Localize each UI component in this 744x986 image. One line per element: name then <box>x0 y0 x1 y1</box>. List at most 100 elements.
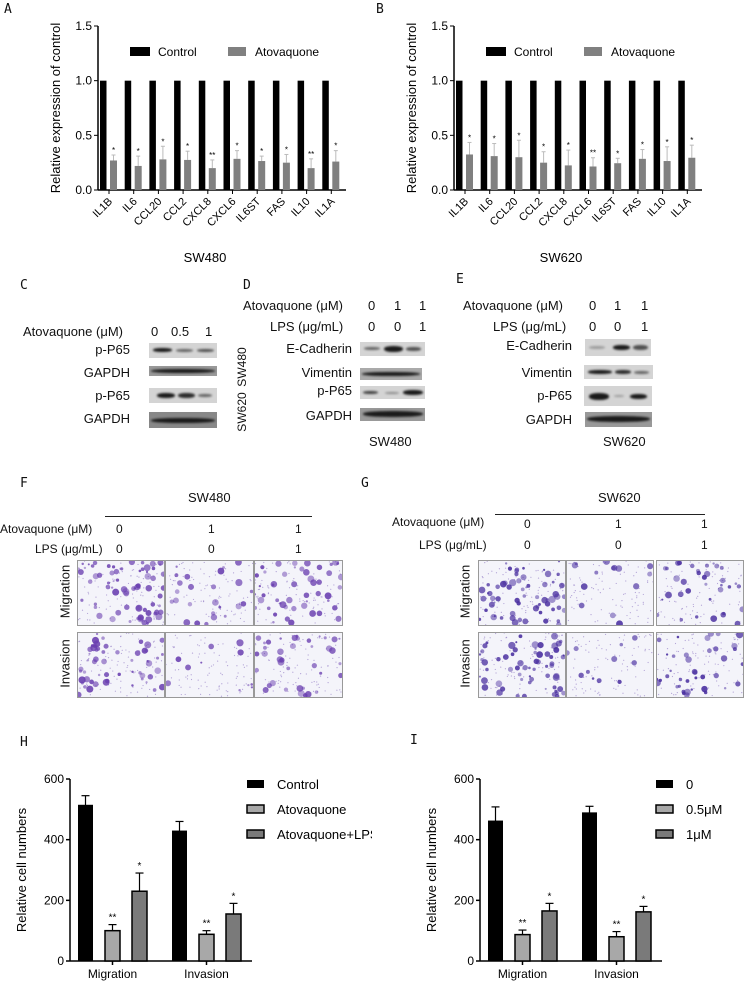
stained-cell <box>479 586 486 594</box>
speckle <box>136 669 139 672</box>
stained-cell <box>86 659 90 662</box>
speckle <box>570 676 572 678</box>
speckle <box>496 687 498 689</box>
speckle <box>711 694 713 697</box>
speckle <box>200 568 202 570</box>
speckle <box>622 692 624 694</box>
speckle <box>531 654 533 656</box>
speckle <box>166 613 168 615</box>
speckle <box>316 684 318 686</box>
speckle <box>215 570 217 572</box>
stained-cell <box>150 602 156 607</box>
speckle <box>647 580 649 582</box>
blot-strip <box>360 408 425 421</box>
speckle <box>588 651 590 653</box>
speckle <box>682 647 684 650</box>
speckle <box>184 693 186 696</box>
speckle <box>482 669 485 671</box>
speckle <box>691 634 693 636</box>
stained-cell <box>159 683 164 691</box>
stained-cell <box>145 681 148 684</box>
speckle <box>525 609 527 612</box>
speckle <box>660 633 662 635</box>
atovaquone-label: Atovaquone (μM) <box>243 298 343 313</box>
speckle <box>650 571 652 573</box>
micrograph <box>77 632 165 698</box>
stained-cell <box>112 588 120 596</box>
stained-cell <box>704 634 711 641</box>
speckle <box>674 642 677 645</box>
speckle <box>621 670 623 672</box>
stained-cell <box>80 598 84 602</box>
speckle <box>631 654 633 656</box>
bar-atovaquone <box>134 165 142 190</box>
speckle <box>302 600 304 602</box>
speckle <box>153 618 155 620</box>
legend-label: Atovaquone <box>277 802 346 817</box>
blot-strip <box>584 386 652 406</box>
speckle <box>209 694 211 696</box>
speckle <box>197 644 199 646</box>
micrograph <box>478 560 566 626</box>
speckle <box>153 617 155 619</box>
speckle <box>484 636 486 638</box>
speckle <box>237 672 239 674</box>
dose-label: 0 <box>589 319 597 334</box>
significance-mark: * <box>548 891 552 902</box>
speckle <box>643 669 645 672</box>
speckle <box>738 577 740 580</box>
speckle <box>626 669 629 671</box>
dose-label: 1 <box>614 298 622 313</box>
speckle <box>288 572 290 575</box>
speckle <box>537 569 539 572</box>
significance-mark: * <box>334 142 337 151</box>
stained-cell <box>266 606 271 611</box>
stained-cell <box>140 567 145 572</box>
speckle <box>631 598 633 600</box>
stained-cell <box>479 653 482 656</box>
stained-cell <box>323 636 327 640</box>
speckle <box>302 638 304 641</box>
stained-cell <box>529 676 535 682</box>
stained-cell <box>131 670 134 674</box>
significance-mark: * <box>641 141 644 150</box>
stained-cell <box>112 580 115 583</box>
speckle <box>498 601 500 603</box>
significance-mark: ** <box>590 149 596 158</box>
speckle <box>731 642 733 644</box>
stained-cell <box>236 639 244 647</box>
speckle <box>580 645 582 647</box>
speckle <box>178 679 180 681</box>
speckle <box>127 665 129 667</box>
speckle <box>189 569 191 571</box>
speckle <box>78 618 79 621</box>
legend-label: 0.5μM <box>686 802 722 817</box>
speckle <box>324 612 326 615</box>
stained-cell <box>694 676 698 680</box>
speckle <box>198 688 200 690</box>
speckle <box>484 561 486 564</box>
speckle <box>250 677 252 680</box>
stained-cell <box>83 676 91 683</box>
stained-cell <box>130 658 134 662</box>
stained-cell <box>255 573 259 578</box>
speckle <box>700 615 702 618</box>
significance-mark: * <box>468 133 471 142</box>
speckle <box>271 562 274 564</box>
stained-cell <box>296 685 304 692</box>
speckle <box>607 658 609 661</box>
speckle <box>644 648 646 650</box>
stained-cell <box>338 637 341 640</box>
x-tick-label: IL10 <box>289 196 313 220</box>
speckle <box>285 594 287 596</box>
speckle <box>650 610 652 612</box>
stained-cell <box>506 584 512 590</box>
speckle <box>737 639 739 641</box>
speckle <box>660 687 662 689</box>
speckle <box>236 665 238 667</box>
speckle <box>99 688 101 691</box>
speckle <box>681 570 683 572</box>
stained-cell <box>150 575 156 582</box>
speckle <box>141 687 143 689</box>
stained-cell <box>676 635 680 639</box>
